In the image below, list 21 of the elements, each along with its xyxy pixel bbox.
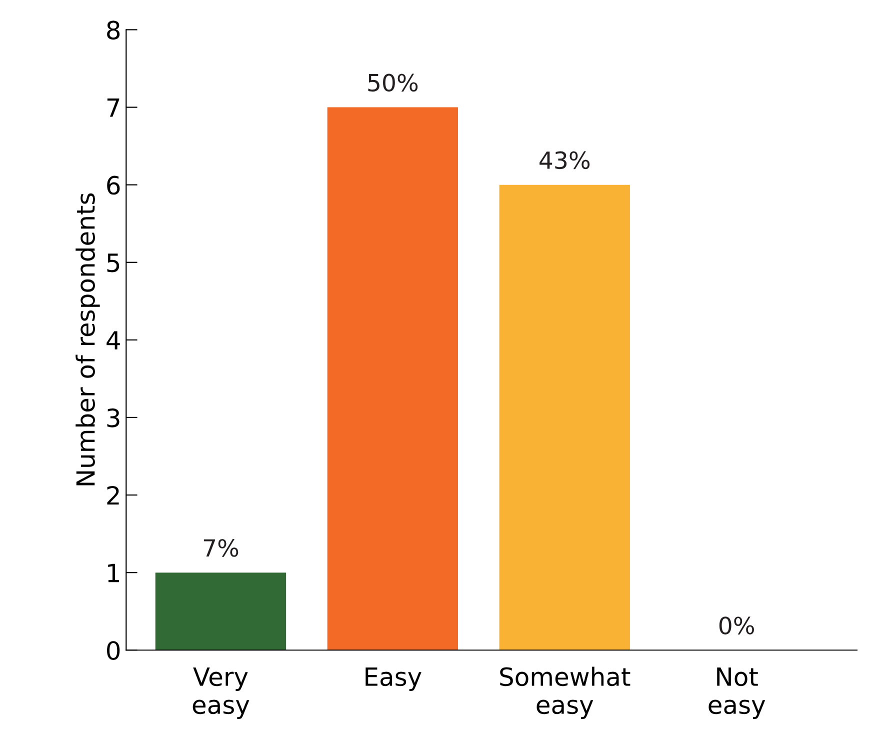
y-tick-label: 8	[107, 20, 120, 40]
y-axis-title: Number of respondents	[76, 193, 100, 486]
x-tick-label: Not easy	[708, 668, 766, 719]
y-tick-label: 7	[107, 98, 120, 117]
bar	[499, 184, 630, 650]
annotation: 0%	[719, 616, 754, 634]
x-tick-label: Easy	[366, 668, 422, 691]
y-tick-label: 1	[108, 564, 119, 582]
y-tick-label: 2	[107, 486, 119, 505]
y-tick-label: 3	[107, 408, 120, 428]
y-tick-label: 5	[107, 254, 120, 272]
annotation: 7%	[204, 539, 238, 557]
y-tick-label: 6	[107, 176, 120, 195]
y-tick-label: 4	[106, 331, 120, 350]
x-tick-label: Somewhat easy	[500, 666, 630, 719]
x-tick-label: Very easy	[192, 668, 250, 719]
y-tick-label: 0	[107, 641, 120, 660]
annotation: 43%	[540, 151, 590, 170]
bar	[327, 107, 458, 650]
bar	[155, 572, 286, 650]
annotation: 50%	[368, 74, 418, 92]
